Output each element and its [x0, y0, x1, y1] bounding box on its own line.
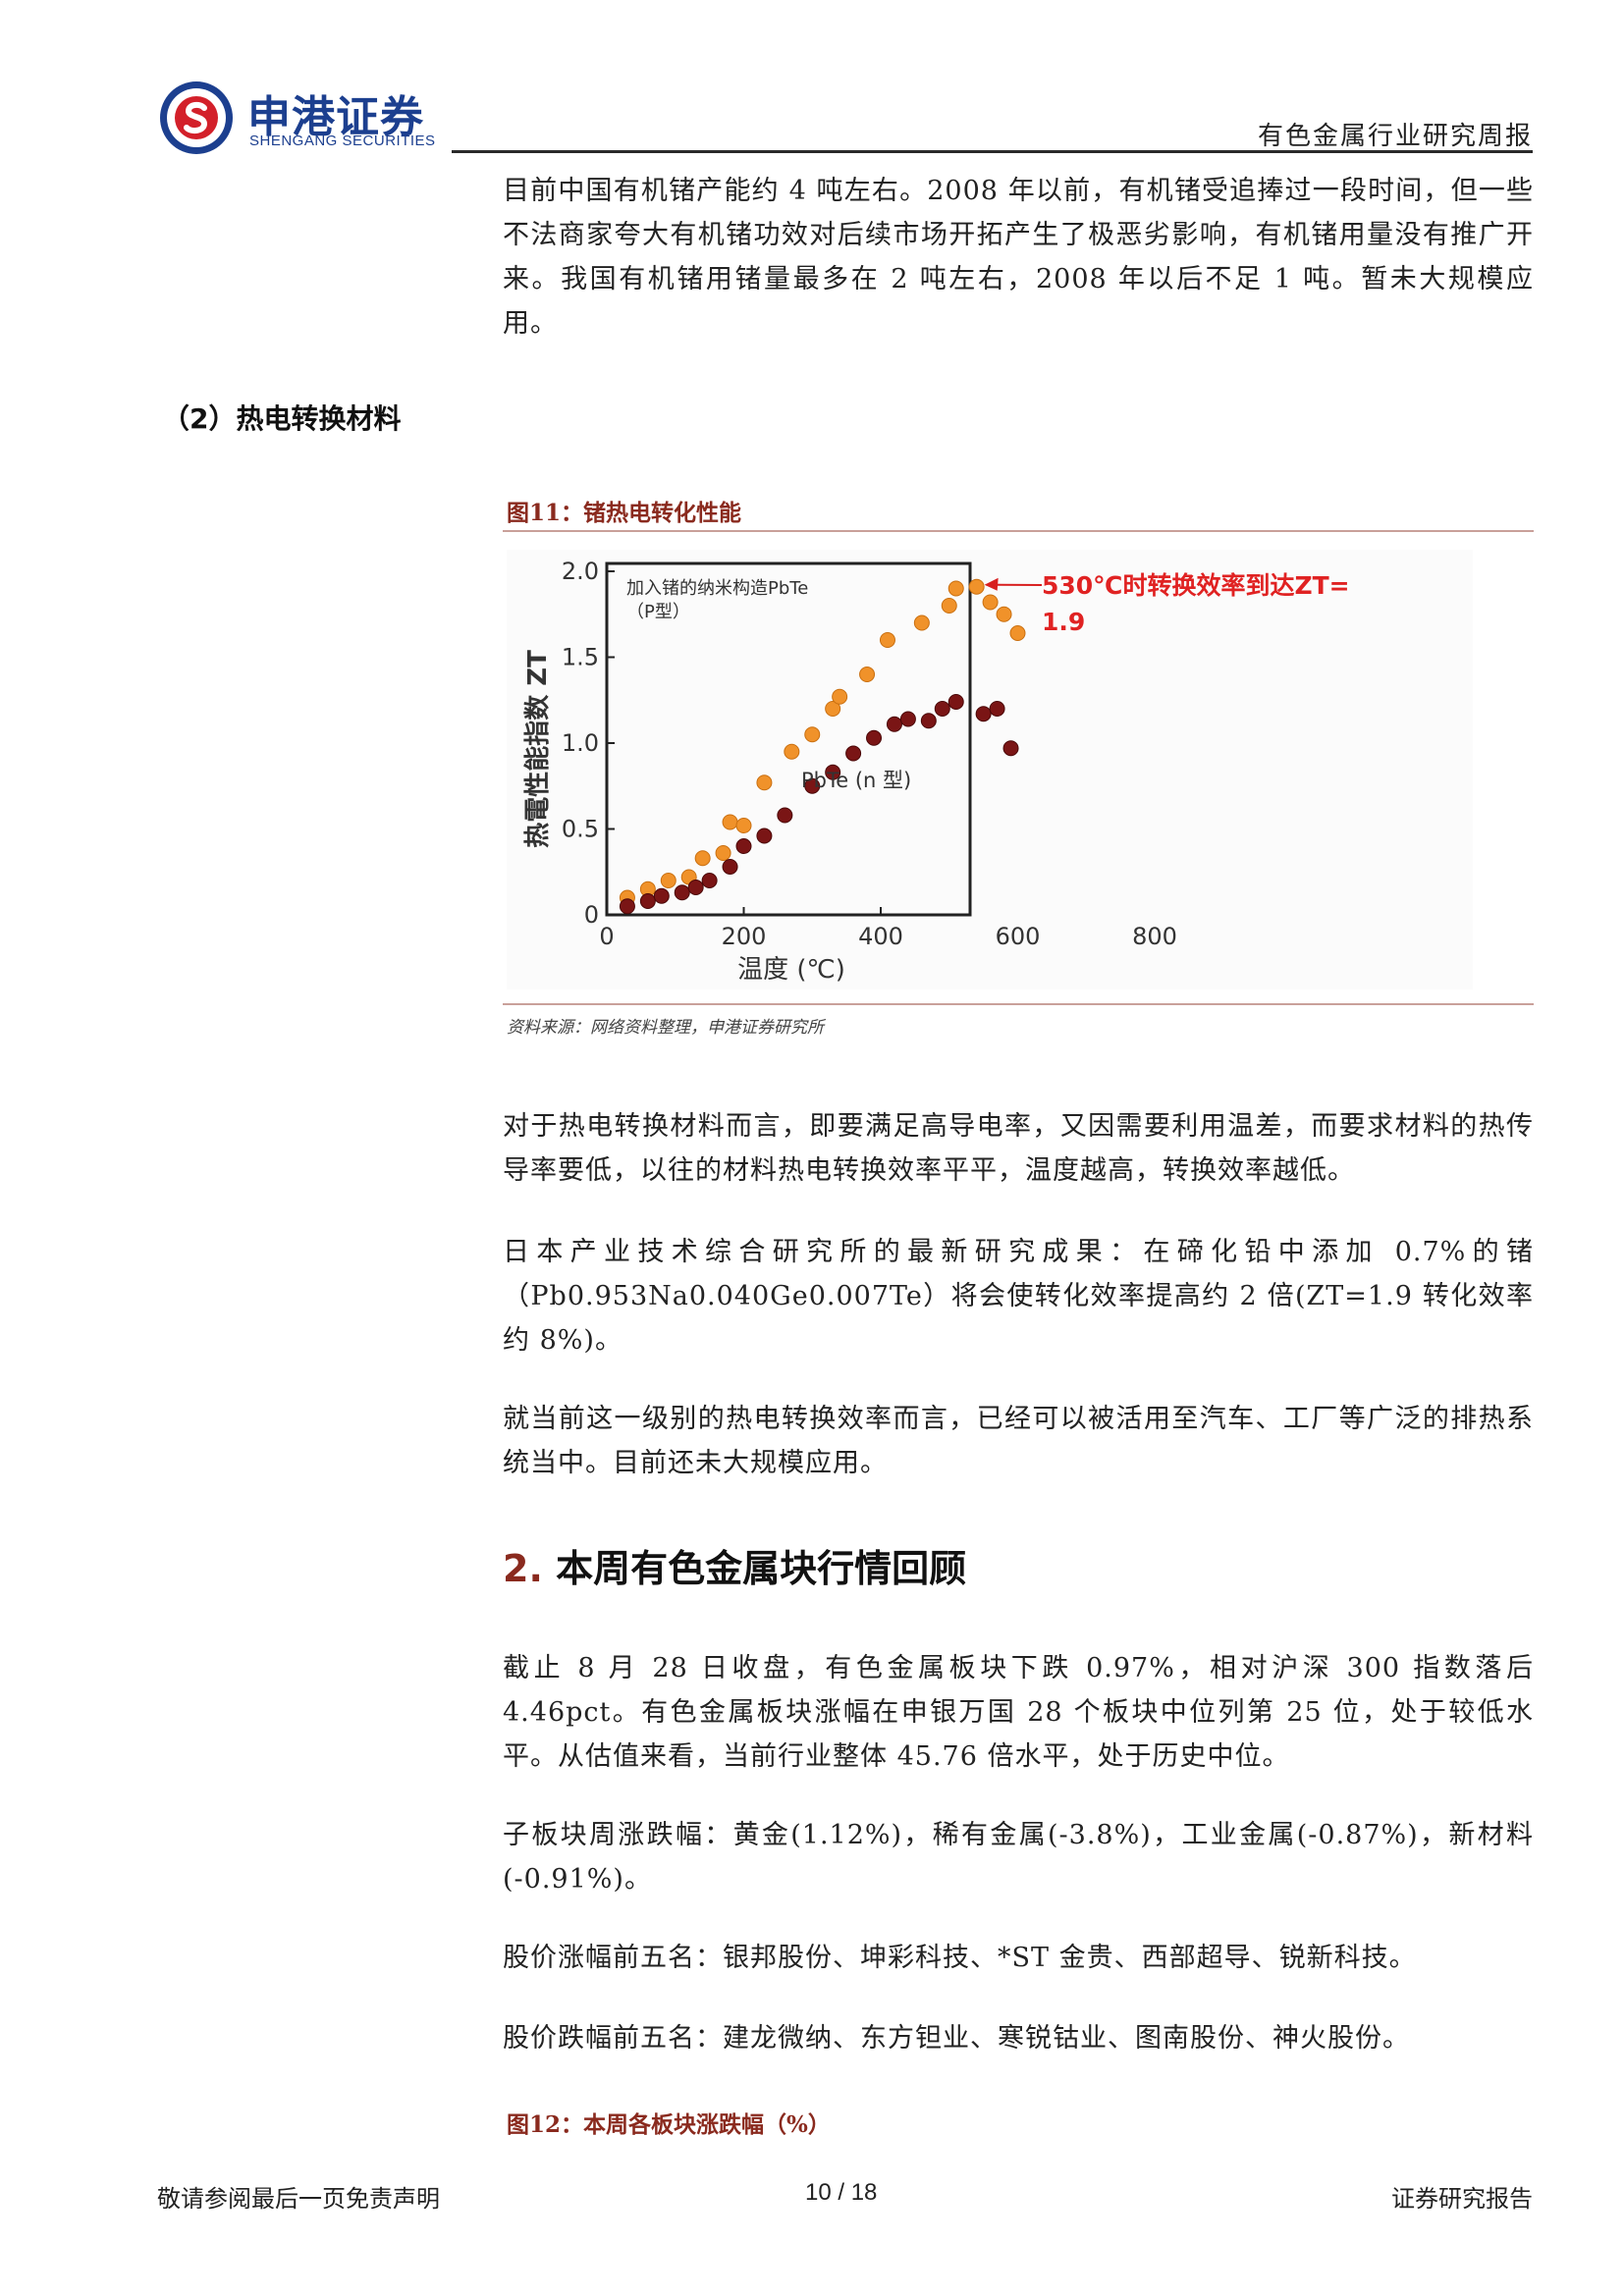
ptype-data-point — [996, 606, 1012, 622]
series-ntype-label: PbTe (n 型) — [801, 769, 911, 792]
annotation-text-line2: 1.9 — [1042, 608, 1085, 636]
ntype-data-point — [934, 701, 950, 717]
section2-paragraph-4: 股价跌幅前五名：建龙微纳、东方钽业、寒锐钴业、图南股份、神火股份。 — [503, 2023, 1410, 2054]
ntype-data-point — [975, 706, 992, 722]
footer-page-number: 10 / 18 — [805, 2179, 878, 2206]
ptype-data-point — [735, 818, 752, 833]
figure11-source: 资料来源：网络资料整理，申港证券研究所 — [507, 1018, 824, 1038]
y-tick-label: 2.0 — [562, 558, 599, 585]
logo-name-en: SHENGANG SECURITIES — [249, 133, 436, 149]
ntype-data-point — [989, 701, 1005, 717]
section2-paragraph-2: 子板块周涨跌幅：黄金(1.12%)，稀有金属(-3.8%)，工业金属(-0.87… — [503, 1820, 1534, 1895]
ntype-data-point — [866, 729, 883, 746]
section2-title: 本周有色金属块行情回顾 — [556, 1546, 967, 1590]
y-tick-label: 0 — [584, 901, 599, 929]
x-tick-label: 200 — [722, 923, 767, 950]
x-tick-label: 0 — [599, 923, 614, 950]
plot-frame — [605, 561, 972, 917]
ntype-data-point — [701, 873, 718, 888]
ptype-data-point — [913, 614, 930, 631]
paragraph-thermoelectric-3: 就当前这一级别的热电转换效率而言，已经可以被活用至汽车、工厂等广泛的排热系统当中… — [503, 1404, 1534, 1478]
ntype-data-point — [687, 880, 704, 895]
x-axis-label: 温度 (℃) — [737, 955, 845, 985]
ntype-data-point — [947, 694, 964, 710]
paragraph-thermoelectric-1: 对于热电转换材料而言，即要满足高导电率，又因需要利用温差，而要求材料的热传导率要… — [503, 1111, 1534, 1186]
zt-chart-svg: 0 0.5 1.0 1.5 2.0 0 200 400 600 800 温度 (℃) 热電性能指数 Z… — [507, 550, 1473, 989]
footer-disclaimer: 敬请参阅最后一页免责声明 — [157, 2185, 440, 2213]
ptype-data-point — [982, 594, 999, 611]
ntype-data-point — [804, 777, 821, 794]
legend-series-ptype-label: 加入锗的纳米构造PbTe（P型） — [626, 578, 809, 622]
y-tick-label: 1.5 — [562, 644, 599, 671]
ntype-data-point — [886, 716, 902, 732]
figure11-title: 图11：锗热电转化性能 — [507, 500, 742, 526]
ptype-data-point — [1009, 625, 1026, 641]
section2-number: 2. — [503, 1547, 543, 1590]
y-tick-label: 0.5 — [562, 816, 599, 843]
annotation-text-line1: 530℃时转换效率到达ZT= — [1042, 571, 1350, 600]
ntype-data-point — [777, 807, 793, 824]
footer-report-label: 证券研究报告 — [1391, 2185, 1533, 2213]
ptype-data-point — [660, 873, 677, 888]
ntype-data-point — [825, 764, 841, 780]
section2-paragraph-3: 股价涨幅前五名：银邦股份、坤彩科技、*ST 金贵、西部超导、锐新科技。 — [503, 1943, 1417, 1973]
x-tick-label: 600 — [996, 923, 1041, 950]
intro-paragraph: 目前中国有机锗产能约 4 吨左右。2008 年以前，有机锗受追捧过一段时间，但一… — [503, 176, 1534, 339]
ntype-data-point — [920, 713, 937, 729]
ntype-data-point — [722, 859, 738, 875]
x-tick-label: 400 — [858, 923, 903, 950]
header-rule — [452, 150, 1533, 153]
ptype-data-point — [832, 688, 848, 705]
figure12-title: 图12：本周各板块涨跌幅（%） — [507, 2111, 831, 2138]
y-axis-label: 热電性能指数 ZT — [522, 650, 553, 848]
y-tick-label: 1.0 — [562, 729, 599, 757]
report-type: 有色金属行业研究周报 — [1257, 122, 1533, 151]
legend-series-ptype: 加入锗的纳米构造PbTe（P型） — [626, 578, 809, 622]
figure11-chart: 0 0.5 1.0 1.5 2.0 0 200 400 600 800 温度 (℃) 热電性能指数 Z… — [507, 550, 1473, 989]
ntype-data-point — [619, 898, 635, 915]
ntype-data-point — [1002, 740, 1019, 757]
section2-paragraph-1: 截止 8 月 28 日收盘，有色金属板块下跌 0.97%，相对沪深 300 指数… — [503, 1653, 1534, 1772]
ntype-data-point — [845, 745, 862, 762]
x-tick-label: 800 — [1132, 923, 1177, 950]
ptype-data-point — [784, 743, 800, 760]
paragraph-thermoelectric-2: 日本产业技术综合研究所的最新研究成果：在碲化铅中添加 0.7%的锗（Pb0.95… — [503, 1237, 1534, 1356]
ptype-data-point — [947, 580, 964, 597]
ptype-data-point — [879, 632, 895, 648]
subheading-thermoelectric: （2）热电转换材料 — [162, 402, 402, 435]
ptype-data-point — [859, 667, 876, 682]
header: 申港证券 SHENGANG SECURITIES 有色金属行业研究周报 — [0, 0, 1624, 157]
figure11-bottom-rule — [503, 1003, 1534, 1005]
ntype-data-point — [756, 828, 773, 844]
ntype-data-point — [899, 711, 916, 727]
ntype-data-point — [674, 884, 690, 901]
ptype-data-point — [941, 598, 957, 614]
ptype-data-point — [715, 845, 731, 861]
ptype-data-point — [756, 774, 773, 791]
ptype-data-point — [722, 814, 738, 830]
ntype-data-point — [653, 887, 670, 904]
ptype-data-point — [968, 578, 985, 595]
ptype-data-point — [804, 726, 821, 743]
ptype-data-point — [694, 850, 711, 867]
section2-heading: 2. 本周有色金属块行情回顾 — [503, 1538, 966, 1592]
ntype-data-point — [735, 838, 752, 854]
ntype-data-point — [639, 893, 656, 909]
logo-name-cn: 申港证券 — [247, 92, 424, 142]
annotation-arrowhead-icon — [984, 577, 999, 591]
figure11-top-rule — [503, 530, 1534, 532]
ptype-data-point — [825, 701, 841, 717]
company-logo-icon — [160, 81, 233, 154]
